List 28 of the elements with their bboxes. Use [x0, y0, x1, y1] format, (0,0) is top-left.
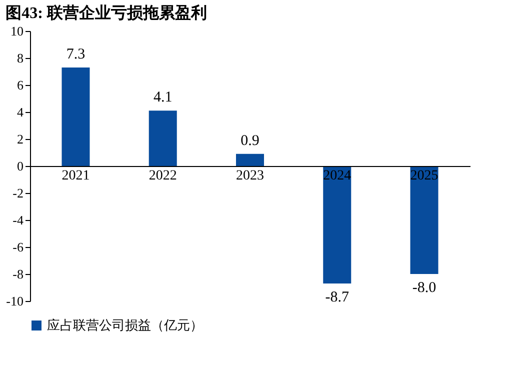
text: -8.0: [412, 280, 436, 296]
x-tick-label: 2023: [236, 168, 264, 184]
y-tick-label: -10: [6, 294, 24, 308]
y-tick-label: 6: [17, 78, 24, 92]
x-tick-label: 2025: [410, 168, 438, 184]
text: 4.1: [153, 90, 172, 106]
y-tick-label: -2: [12, 186, 24, 200]
y-tick-label: -4: [12, 212, 24, 228]
bar: [410, 166, 438, 274]
y-tick-label: -8: [12, 266, 24, 282]
bar: [62, 67, 90, 166]
y-tick-label: 2: [17, 132, 24, 146]
y-tick-label: 8: [17, 50, 24, 66]
text: 0.9: [240, 132, 260, 149]
chart-title: 图43: 联营企业亏损拖累盈利: [6, 4, 207, 22]
x-tick-label: 2024: [323, 168, 352, 184]
text: 7.3: [66, 46, 86, 62]
legend-label: 应占联营公司损益（亿元）: [47, 318, 203, 332]
bar: [323, 166, 352, 284]
y-tick-label: -6: [12, 240, 24, 254]
text: -8.7: [325, 289, 350, 306]
bar: [236, 154, 264, 166]
x-tick-label: 2022: [148, 168, 177, 184]
bar: [148, 110, 177, 166]
y-tick-label: 10: [10, 24, 24, 38]
x-tick-label: 2021: [62, 168, 90, 184]
y-tick-label: 0: [17, 158, 24, 174]
y-tick-label: 4: [17, 104, 24, 120]
